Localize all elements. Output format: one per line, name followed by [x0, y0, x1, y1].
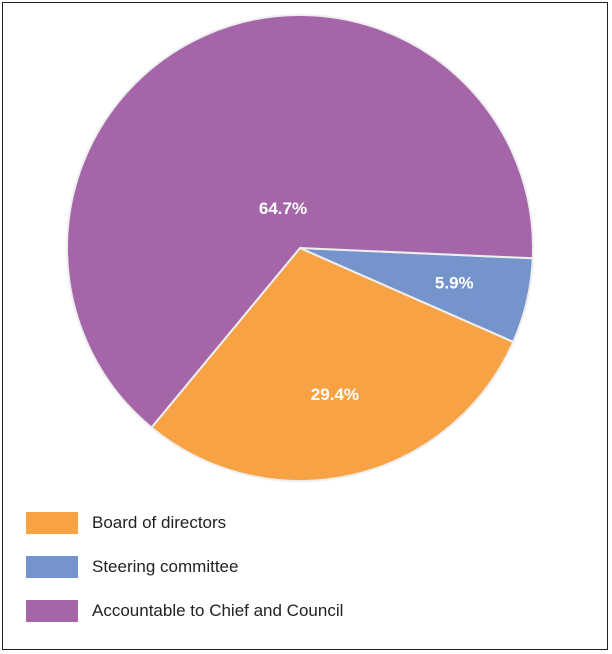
legend-swatch-board-of-directors: [26, 512, 78, 534]
legend-item-board-of-directors: Board of directors: [26, 510, 343, 536]
legend-label-accountable-to-chief-and-council: Accountable to Chief and Council: [92, 601, 344, 620]
pie-label-board-of-directors: 29.4%: [311, 385, 359, 404]
legend-swatch-accountable-to-chief-and-council: [26, 600, 78, 622]
pie-slice-accountable-to-chief-and-council: [66, 14, 534, 429]
pie-slice-board-of-directors: [150, 246, 515, 482]
legend-label-board-of-directors: Board of directors: [92, 513, 227, 532]
pie-label-steering-committee: 5.9%: [435, 273, 474, 292]
legend-item-steering-committee: Steering committee: [26, 554, 343, 580]
legend: Board of directors Steering committee Ac…: [26, 510, 343, 642]
legend-swatch-steering-committee: [26, 556, 78, 578]
pie-label-accountable-to-chief-and-council: 64.7%: [259, 199, 307, 218]
legend-label-steering-committee: Steering committee: [92, 557, 239, 576]
legend-item-accountable-to-chief-and-council: Accountable to Chief and Council: [26, 598, 343, 624]
